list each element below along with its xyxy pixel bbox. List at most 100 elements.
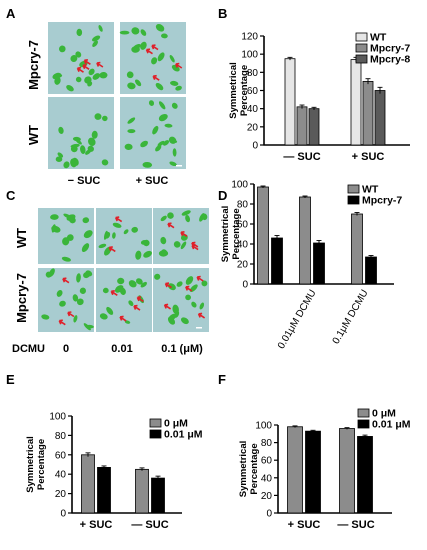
bar-d-2-0: [351, 213, 363, 285]
scale-bar: [176, 165, 182, 167]
panel-label-f: F: [218, 372, 226, 387]
bar-b-0-1: [296, 106, 308, 146]
seedling: [131, 226, 138, 233]
row-label-wt-a: WT: [26, 125, 41, 145]
seedling: [102, 115, 108, 122]
seedling: [119, 30, 130, 35]
x-category-label: + SUC: [288, 519, 321, 531]
seedling: [72, 294, 79, 302]
y-axis-title: Symmetrical: [238, 441, 249, 498]
seedling: [57, 152, 64, 158]
tile-a-wt-plus: [120, 97, 186, 169]
red-arrow-marker: [152, 74, 160, 81]
seedling: [191, 301, 197, 308]
tile-a-mpcry7-minus: [48, 22, 114, 94]
y-axis-title: Symmetrical: [228, 62, 239, 119]
x-category-label: — SUC: [283, 151, 320, 163]
y-tick-label: 20: [247, 122, 259, 133]
legend-label: 0 μM: [164, 418, 188, 430]
seedling: [158, 113, 168, 122]
tile-c-mp-0: [38, 268, 94, 332]
seedling: [173, 241, 181, 248]
seedling: [79, 287, 87, 294]
seedling: [98, 243, 107, 249]
legend-label: 0 μM: [372, 408, 396, 420]
seedling: [170, 139, 178, 144]
seedling: [123, 229, 129, 235]
seedling: [185, 294, 191, 301]
y-tick-label: 80: [247, 68, 259, 79]
tile-c-wt-0: [38, 208, 94, 264]
legend-swatch: [355, 43, 368, 53]
seedling: [170, 80, 179, 86]
seedling: [76, 298, 84, 306]
chart-d: 0 20 40 60 80 100 Symmetrical Percentage 0.01μM …: [220, 180, 402, 351]
seedling: [117, 277, 125, 285]
red-arrow-marker: [119, 315, 127, 322]
y-tick-label: 100: [241, 50, 258, 61]
dcmu-col-0: 0: [63, 343, 69, 355]
seedling: [98, 25, 103, 32]
red-arrow-marker: [67, 311, 75, 318]
bar-d-0-0: [257, 186, 269, 285]
dcmu-label: DCMU: [12, 343, 45, 355]
seedling: [148, 100, 155, 106]
seedling: [167, 316, 176, 325]
red-arrow-marker: [114, 216, 123, 223]
seedling: [172, 148, 177, 157]
seedling: [58, 45, 66, 53]
seedling: [92, 35, 101, 42]
photo-panel-a: Mpcry-7 WT − SUC + SUC: [26, 22, 186, 187]
seedling: [119, 287, 126, 296]
bar-b-1-2: [374, 90, 386, 146]
bar-b-0-0: [284, 58, 296, 146]
bar-e-0-1: [97, 467, 111, 514]
seedling: [160, 215, 167, 222]
seedling: [140, 281, 147, 288]
seedling: [48, 268, 55, 277]
tile-a-mpcry7-plus: [119, 22, 186, 94]
chart-e: 0 20 40 60 80 100 Symmetrical Percentage + SUC — …: [25, 412, 203, 532]
seedling: [61, 256, 71, 262]
bar-f-0-0: [287, 426, 303, 514]
seedling: [84, 76, 92, 84]
tile-c-wt-01: [153, 208, 209, 264]
seedling: [167, 212, 174, 219]
y-tick-label: 20: [237, 260, 249, 271]
panel-label-a: A: [6, 6, 16, 21]
seedling: [66, 214, 76, 221]
seedling: [140, 140, 148, 148]
y-tick-label: 20: [55, 489, 67, 500]
seedling: [157, 52, 165, 62]
chart-b: 0 20 40 60 80 100 120 Symmetrical Percentage — SU…: [228, 32, 410, 164]
y-tick-label: 60: [55, 450, 67, 461]
seedling: [176, 281, 183, 287]
seedling: [151, 57, 158, 65]
row-label-mpcry7-c: Mpcry-7: [14, 273, 29, 323]
dcmu-col-01: 0.1 (μM): [161, 343, 203, 355]
seedling: [99, 313, 108, 320]
seedling: [83, 230, 93, 239]
seedling: [102, 287, 109, 294]
bar-d-1-0: [299, 196, 311, 285]
seedling: [66, 85, 74, 92]
bar-d-2-1: [365, 256, 377, 285]
seedling: [103, 230, 108, 240]
red-arrow-marker: [108, 246, 116, 253]
seedling: [75, 76, 82, 83]
seedling: [88, 137, 96, 146]
y-tick-label: 0: [242, 280, 248, 291]
seedling: [51, 225, 61, 233]
y-tick-label: 80: [55, 431, 67, 442]
y-tick-label: 40: [261, 473, 273, 484]
chart-f: 0 20 40 60 80 100 Symmetrical Percentage + SUC — …: [238, 408, 411, 532]
legend-label: 0.01 μM: [372, 419, 411, 431]
bar-f-1-0: [339, 428, 355, 514]
row-label-wt-c: WT: [14, 228, 29, 248]
bar-f-0-1: [305, 430, 321, 514]
seedling: [66, 234, 74, 241]
red-arrow-marker: [196, 275, 204, 282]
x-category-label: + SUC: [80, 519, 113, 531]
seedling: [127, 117, 136, 124]
tile-c-mp-001: [96, 268, 152, 332]
